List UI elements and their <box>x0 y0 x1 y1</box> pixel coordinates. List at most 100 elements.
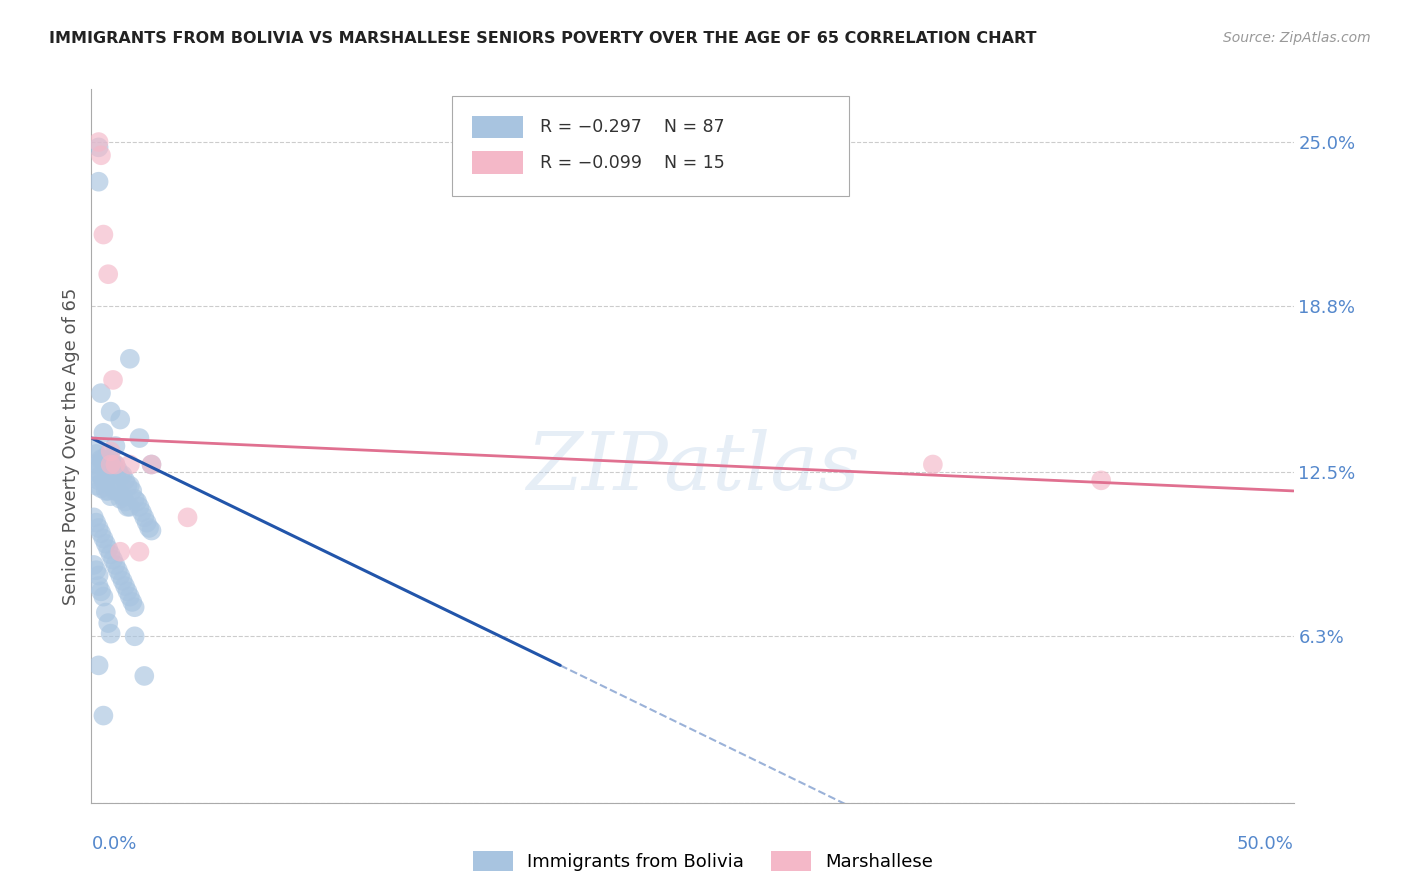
Point <box>101 478 124 492</box>
Point <box>111 574 134 588</box>
Point <box>118 351 141 366</box>
Point <box>93 425 115 440</box>
Point <box>100 452 122 467</box>
Point <box>90 584 112 599</box>
Point <box>90 468 112 483</box>
Point <box>83 439 105 453</box>
Point <box>97 483 120 498</box>
Point <box>128 431 150 445</box>
Point <box>87 175 110 189</box>
Point <box>922 458 945 472</box>
Point <box>93 452 115 467</box>
Point <box>93 227 115 242</box>
Point <box>87 568 110 582</box>
Point <box>110 491 132 506</box>
Point <box>100 489 122 503</box>
Text: R = −0.099    N = 15: R = −0.099 N = 15 <box>540 153 724 171</box>
Text: 0.0%: 0.0% <box>91 835 136 853</box>
FancyBboxPatch shape <box>472 152 523 174</box>
Point <box>90 148 112 162</box>
Point <box>134 669 156 683</box>
FancyBboxPatch shape <box>451 96 849 196</box>
Point <box>100 626 122 640</box>
Text: IMMIGRANTS FROM BOLIVIA VS MARSHALLESE SENIORS POVERTY OVER THE AGE OF 65 CORREL: IMMIGRANTS FROM BOLIVIA VS MARSHALLESE S… <box>49 31 1036 46</box>
Point <box>117 478 139 492</box>
Point <box>90 386 112 401</box>
Point <box>114 474 136 488</box>
Point <box>128 545 150 559</box>
Point <box>87 474 110 488</box>
Point <box>125 494 148 508</box>
Point <box>94 537 117 551</box>
Point <box>100 444 122 458</box>
Point <box>94 483 117 498</box>
Point <box>84 563 107 577</box>
Text: R = −0.297    N = 87: R = −0.297 N = 87 <box>540 118 724 136</box>
Point <box>104 458 127 472</box>
Point <box>83 558 105 572</box>
Point <box>118 590 141 604</box>
Point <box>87 458 110 472</box>
Point <box>111 468 134 483</box>
Text: ZIPatlas: ZIPatlas <box>526 429 859 506</box>
Point <box>121 595 143 609</box>
Point <box>90 452 112 467</box>
Point <box>141 524 163 538</box>
Point <box>84 516 107 530</box>
Point <box>124 629 146 643</box>
Point <box>84 466 107 480</box>
Point <box>114 494 136 508</box>
Point <box>128 500 150 514</box>
Text: 50.0%: 50.0% <box>1237 835 1294 853</box>
Point <box>117 500 139 514</box>
Point <box>94 474 117 488</box>
Point <box>87 140 110 154</box>
Point <box>104 458 127 472</box>
Point <box>100 468 122 483</box>
Point <box>93 590 115 604</box>
Point <box>83 458 105 472</box>
Point <box>111 489 134 503</box>
Point <box>97 267 120 281</box>
Point <box>114 579 136 593</box>
Point <box>110 568 132 582</box>
Point <box>134 510 156 524</box>
Point <box>90 481 112 495</box>
Point <box>138 521 160 535</box>
Point <box>110 468 132 483</box>
Point <box>93 474 115 488</box>
Point <box>94 606 117 620</box>
Point <box>97 463 120 477</box>
Point <box>93 532 115 546</box>
Text: Source: ZipAtlas.com: Source: ZipAtlas.com <box>1223 31 1371 45</box>
Point <box>110 412 132 426</box>
Point <box>100 458 122 472</box>
Point <box>104 483 127 498</box>
Point <box>90 526 112 541</box>
Legend: Immigrants from Bolivia, Marshallese: Immigrants from Bolivia, Marshallese <box>465 844 941 879</box>
Point <box>97 616 120 631</box>
Point <box>87 135 110 149</box>
Point <box>141 458 163 472</box>
Point <box>118 458 141 472</box>
Point <box>101 373 124 387</box>
Point <box>141 458 163 472</box>
Point <box>176 510 198 524</box>
FancyBboxPatch shape <box>472 116 523 138</box>
Point <box>87 658 110 673</box>
Point <box>107 483 129 498</box>
Point <box>104 439 127 453</box>
Point <box>118 500 141 514</box>
Point <box>97 447 120 461</box>
Point <box>124 600 146 615</box>
Y-axis label: Seniors Poverty Over the Age of 65: Seniors Poverty Over the Age of 65 <box>62 287 80 605</box>
Point <box>101 458 124 472</box>
Point <box>107 563 129 577</box>
Point <box>84 447 107 461</box>
Point <box>117 584 139 599</box>
Point <box>87 521 110 535</box>
Point <box>104 558 127 572</box>
Point <box>83 510 105 524</box>
Point <box>93 708 115 723</box>
Point <box>94 458 117 472</box>
